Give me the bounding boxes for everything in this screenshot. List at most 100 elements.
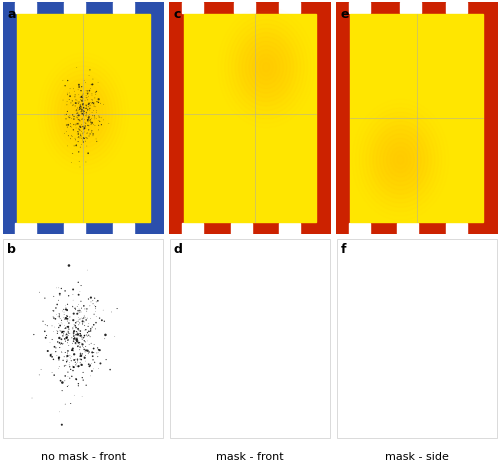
Point [79,129,87,137]
Point [75,106,83,113]
Point [30,331,38,338]
Point [76,94,84,101]
Point [46,339,54,346]
Point [77,122,85,130]
Point [76,117,84,125]
Point [94,122,102,129]
Point [86,362,94,370]
Point [82,338,90,345]
Point [84,322,92,330]
Point [72,107,80,115]
Point [86,372,94,380]
Point [78,107,86,115]
Point [86,106,94,114]
Point [90,321,98,329]
Point [55,363,63,370]
Point [90,302,98,309]
Point [77,308,85,316]
Bar [279,223,300,234]
Point [54,313,62,320]
Point [100,101,108,108]
Point [74,110,82,117]
Point [78,318,86,325]
Point [64,336,72,344]
Point [78,98,86,106]
Point [64,142,72,149]
Point [54,338,62,346]
Ellipse shape [262,63,270,71]
Point [71,334,79,341]
Point [70,363,78,371]
Point [74,325,82,333]
Point [58,348,66,356]
Bar [234,2,255,13]
Point [52,348,60,355]
Point [62,121,70,129]
Point [70,113,78,120]
Point [66,89,74,97]
Point [72,99,80,107]
Point [96,100,104,107]
Point [66,330,74,337]
Point [86,118,94,126]
Point [74,357,82,365]
Point [74,148,82,156]
Point [55,356,63,364]
Point [80,135,88,142]
Point [85,72,93,79]
Point [81,96,89,104]
Point [84,114,92,121]
Point [80,125,88,133]
Point [80,124,88,132]
Point [60,306,68,313]
Point [48,336,56,343]
Point [89,365,97,373]
Point [64,332,72,339]
Point [82,352,90,359]
Point [92,135,100,143]
Point [74,363,82,371]
Point [76,346,84,353]
Point [98,316,106,324]
Point [80,109,88,117]
Point [90,115,98,123]
Ellipse shape [256,54,276,80]
Point [84,331,92,339]
Point [86,333,94,340]
Point [70,330,78,338]
Point [69,112,77,119]
Point [88,80,96,88]
Point [66,359,74,366]
Point [62,358,70,366]
Point [76,340,84,348]
Point [48,369,56,376]
Point [64,121,72,129]
Point [71,91,79,99]
Point [82,316,90,324]
Point [56,290,64,298]
Point [70,316,78,324]
Point [60,325,68,332]
Point [82,348,90,356]
Point [65,361,73,368]
Point [77,282,85,290]
Point [88,126,96,134]
Point [84,360,92,368]
Point [84,112,92,120]
Point [86,87,94,94]
Point [64,300,72,308]
Point [50,328,58,335]
Point [64,337,72,345]
Point [62,110,70,118]
Point [66,400,74,407]
Point [82,357,90,365]
Point [78,110,86,118]
Point [78,97,86,104]
Point [58,421,66,429]
Point [73,337,81,345]
Point [78,115,86,123]
Ellipse shape [242,37,290,97]
Point [62,312,70,320]
Point [86,113,94,120]
Point [64,368,72,376]
